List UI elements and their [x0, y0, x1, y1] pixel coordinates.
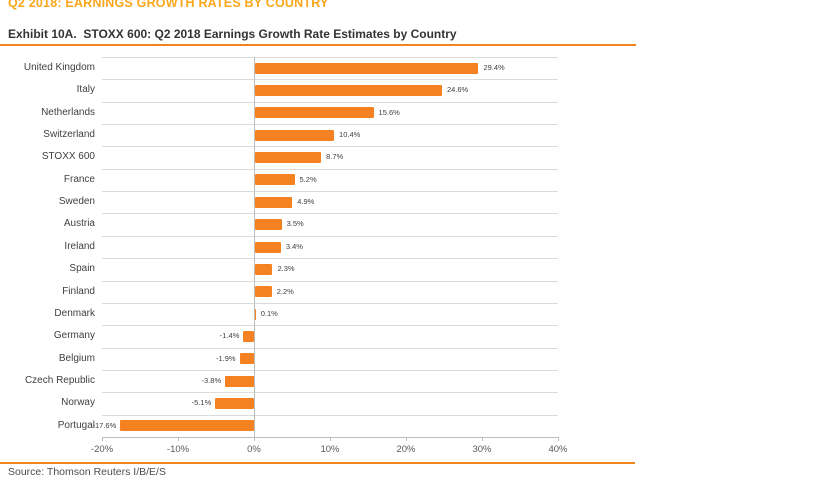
header-divider	[0, 44, 636, 46]
bar	[255, 241, 281, 253]
category-label: United Kingdom	[23, 62, 95, 73]
value-label: 4.9%	[297, 197, 315, 207]
value-label: 10.4%	[339, 130, 361, 140]
zero-axis-line	[254, 57, 255, 437]
x-axis-tick-label: 30%	[472, 444, 492, 455]
x-axis-tick	[330, 437, 331, 441]
bar	[255, 286, 272, 298]
exhibit-title: Exhibit 10A. STOXX 600: Q2 2018 Earnings…	[8, 27, 457, 41]
x-axis-tick	[102, 437, 103, 441]
source-note: Source: Thomson Reuters I/B/E/S	[8, 466, 166, 478]
category-label: Switzerland	[43, 129, 95, 141]
category-label: Portugal	[57, 419, 95, 431]
bar	[225, 375, 254, 387]
category-label: Czech Republic	[24, 374, 95, 386]
row-separator	[102, 392, 558, 394]
x-axis-tick-label: 20%	[396, 444, 416, 455]
value-label: -5.1%	[191, 398, 212, 408]
bar	[255, 85, 442, 97]
x-axis-tick-label: -10%	[166, 444, 190, 455]
footer-divider	[0, 462, 635, 464]
x-axis-tick-label: 10%	[320, 444, 340, 455]
bar	[255, 129, 335, 141]
bar	[243, 330, 254, 342]
row-separator	[102, 302, 558, 304]
category-label: Spain	[69, 263, 95, 275]
row-separator	[102, 101, 558, 103]
bar	[239, 353, 254, 365]
x-axis-tick-label: 40%	[548, 444, 568, 455]
bar	[255, 107, 374, 119]
row-separator	[102, 280, 558, 282]
x-axis-tick	[254, 437, 255, 441]
value-label: 2.3%	[277, 264, 295, 274]
value-label: 29.4%	[483, 63, 505, 72]
value-label: 24.6%	[446, 85, 469, 95]
category-label: Germany	[53, 330, 95, 342]
row-separator	[102, 325, 558, 327]
bar	[255, 263, 273, 275]
value-label: -1.9%	[215, 353, 236, 363]
category-label: Belgium	[58, 352, 95, 364]
category-label: Norway	[61, 397, 95, 409]
x-axis-tick	[558, 437, 559, 441]
value-label: 2.2%	[276, 286, 294, 296]
section-title: Q2 2018: EARNINGS GROWTH RATES BY COUNTR…	[8, 0, 329, 10]
value-label: 3.4%	[285, 241, 303, 251]
row-separator	[102, 191, 558, 193]
value-label: 15.6%	[378, 107, 400, 117]
value-label: -17.6%	[92, 420, 117, 430]
row-separator	[102, 213, 558, 215]
x-axis-tick	[178, 437, 179, 441]
category-label: Netherlands	[41, 106, 95, 118]
x-axis-tick	[482, 437, 483, 441]
row-separator	[102, 347, 558, 349]
bar	[255, 62, 479, 74]
row-separator	[102, 124, 558, 126]
value-label: 5.2%	[299, 174, 317, 184]
category-label: Denmark	[54, 307, 95, 319]
plot-top-border	[102, 57, 558, 58]
bar	[255, 152, 322, 164]
x-axis-tick-label: 0%	[247, 444, 261, 455]
row-separator	[102, 414, 558, 416]
row-separator	[102, 369, 558, 371]
x-axis-tick	[406, 437, 407, 441]
value-label: 0.1%	[260, 308, 278, 318]
value-label: -3.8%	[201, 375, 222, 385]
category-label: Sweden	[58, 196, 95, 208]
row-separator	[102, 79, 558, 81]
category-label: Ireland	[64, 240, 95, 252]
bar	[255, 308, 256, 320]
value-label: 3.5%	[286, 219, 304, 229]
category-label: Italy	[76, 84, 95, 96]
row-separator	[102, 235, 558, 237]
row-separator	[102, 146, 558, 148]
bar	[255, 219, 282, 231]
bar	[215, 397, 254, 409]
category-label: France	[63, 173, 95, 185]
row-separator	[102, 168, 558, 170]
value-label: -1.4%	[219, 331, 240, 341]
x-axis-tick-label: -20%	[90, 444, 114, 455]
category-label: Finland	[62, 285, 95, 297]
category-label: Austria	[63, 218, 95, 230]
bar	[120, 420, 254, 432]
bar	[255, 196, 293, 208]
category-label: STOXX 600	[41, 151, 95, 163]
value-label: 8.7%	[326, 152, 344, 162]
bar	[255, 174, 295, 186]
row-separator	[102, 258, 558, 260]
